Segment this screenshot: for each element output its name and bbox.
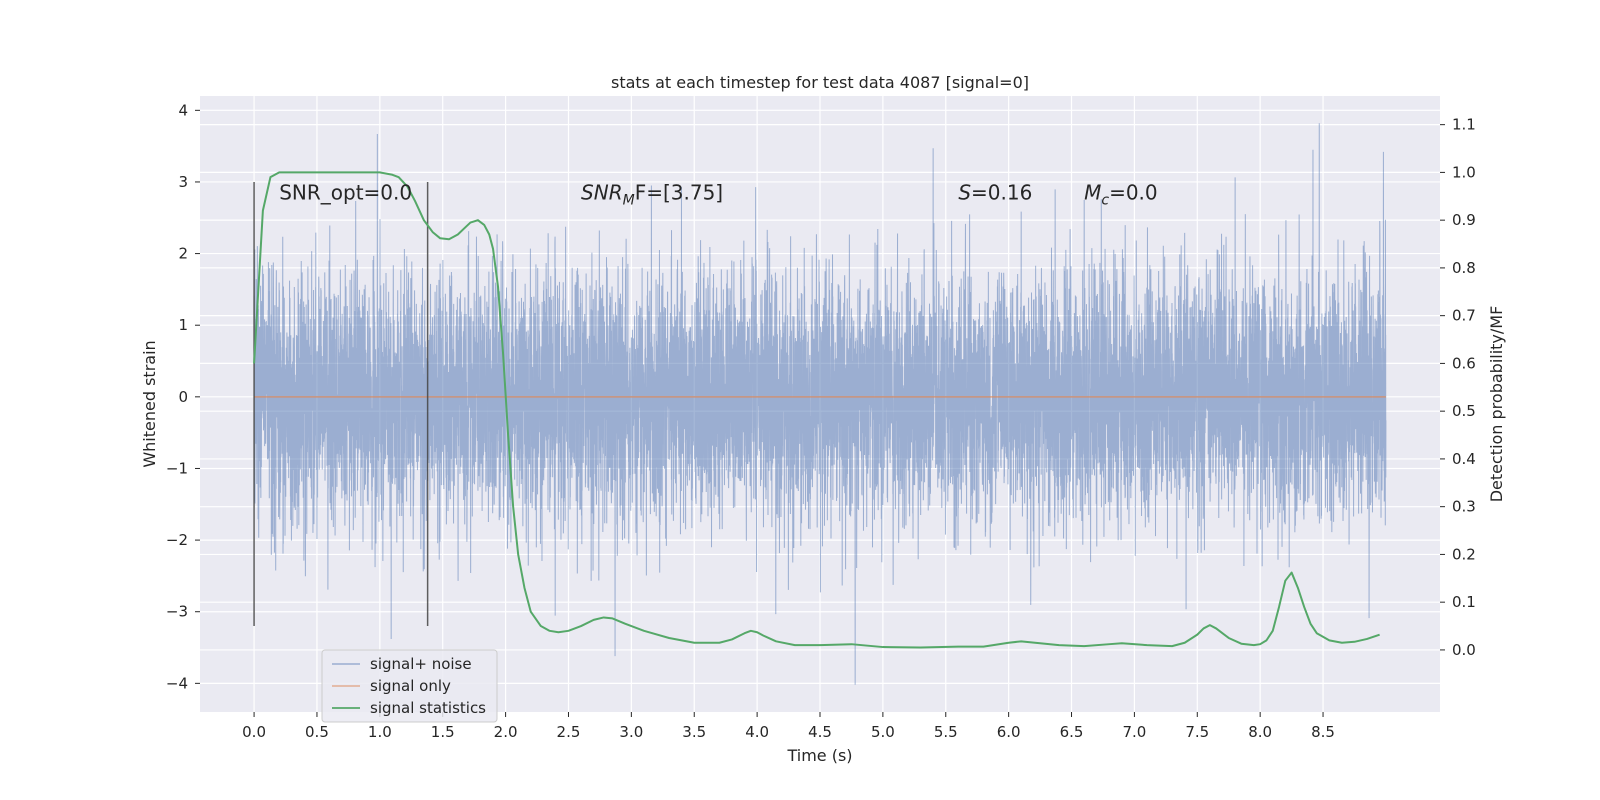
annotation-text: SNR_opt=0.0: [279, 181, 412, 205]
annotation-text: SNRMF=[3.75]: [581, 181, 723, 209]
y-tick-label: 1: [178, 316, 188, 334]
x-tick-label: 3.5: [682, 723, 706, 741]
y2-tick-label: 0.9: [1452, 211, 1476, 229]
x-tick-label: 7.5: [1185, 723, 1209, 741]
chart-title: stats at each timestep for test data 408…: [611, 73, 1029, 92]
annotation-text: Mc=0.0: [1084, 181, 1158, 209]
y2-axis-label: Detection probability/MF: [1487, 306, 1506, 503]
x-tick-label: 7.0: [1122, 723, 1146, 741]
y-tick-label: −1: [166, 459, 188, 477]
x-tick-label: 1.0: [368, 723, 392, 741]
y-tick-label: −3: [166, 603, 188, 621]
legend: signal+ noise signal only signal statist…: [321, 649, 498, 723]
y2-tick-label: 0.0: [1452, 641, 1476, 659]
y2-tick-label: 0.2: [1452, 545, 1476, 563]
y-axis-label: Whitened strain: [140, 340, 159, 467]
annotation-text: S=0.16: [958, 181, 1032, 205]
stats-trace: [253, 171, 1380, 649]
x-tick-label: 4.5: [808, 723, 832, 741]
legend-label-noise: signal+ noise: [370, 655, 472, 673]
x-tick-label: 5.0: [871, 723, 895, 741]
signal-statistics-series: [253, 171, 1380, 649]
annotations: SNR_opt=0.0 SNRMF=[3.75] S=0.16 Mc=0.0: [279, 181, 1157, 209]
y2-tick-label: 0.7: [1452, 307, 1476, 325]
legend-label-stats: signal statistics: [370, 699, 486, 717]
x-tick-label: 1.5: [431, 723, 455, 741]
x-tick-label: 0.5: [305, 723, 329, 741]
y-tick-label: −2: [166, 531, 188, 549]
y2-tick-label: 0.8: [1452, 259, 1476, 277]
legend-box: [321, 649, 498, 723]
y-tick-label: 0: [178, 388, 188, 406]
x-tick-label: 6.5: [1060, 723, 1084, 741]
window-markers: [253, 181, 429, 627]
signal-noise-series: [253, 123, 1387, 685]
x-tick-label: 0.0: [242, 723, 266, 741]
y2-tick-label: 1.1: [1452, 116, 1476, 134]
y-tick-label: 4: [178, 101, 188, 119]
y-tick-label: −4: [166, 674, 188, 692]
x-tick-label: 3.0: [619, 723, 643, 741]
y2-tick-label: 0.5: [1452, 402, 1476, 420]
y2-tick-label: 0.3: [1452, 498, 1476, 516]
x-tick-label: 8.5: [1311, 723, 1335, 741]
x-tick-label: 8.0: [1248, 723, 1272, 741]
x-tick-label: 2.5: [557, 723, 581, 741]
y2-axis-ticks: 1.1 1.0 0.9 0.8 0.7 0.6 0.5 0.4 0.3 0.2 0.1 0.0: [1440, 116, 1476, 659]
legend-label-signal: signal only: [370, 677, 451, 695]
x-tick-label: 6.0: [997, 723, 1021, 741]
x-axis-ticks: 0.0 0.5 1.0 1.5 2.0 2.5 3.0 3.5 4.0 4.5 5.0 5.5 6.0 6…: [242, 712, 1335, 741]
y2-tick-label: 0.6: [1452, 354, 1476, 372]
x-axis-label: Time (s): [786, 746, 852, 765]
x-tick-label: 2.0: [494, 723, 518, 741]
x-tick-label: 4.0: [745, 723, 769, 741]
y2-tick-label: 0.4: [1452, 450, 1476, 468]
x-tick-label: 5.5: [934, 723, 958, 741]
y2-tick-label: 1.0: [1452, 163, 1476, 181]
y2-tick-label: 0.1: [1452, 593, 1476, 611]
y-tick-label: 2: [178, 245, 188, 263]
y-axis-ticks: 4 3 2 1 0 −1 −2 −3 −4: [166, 101, 200, 692]
noise-trace: [253, 123, 1387, 685]
y-tick-label: 3: [178, 173, 188, 191]
